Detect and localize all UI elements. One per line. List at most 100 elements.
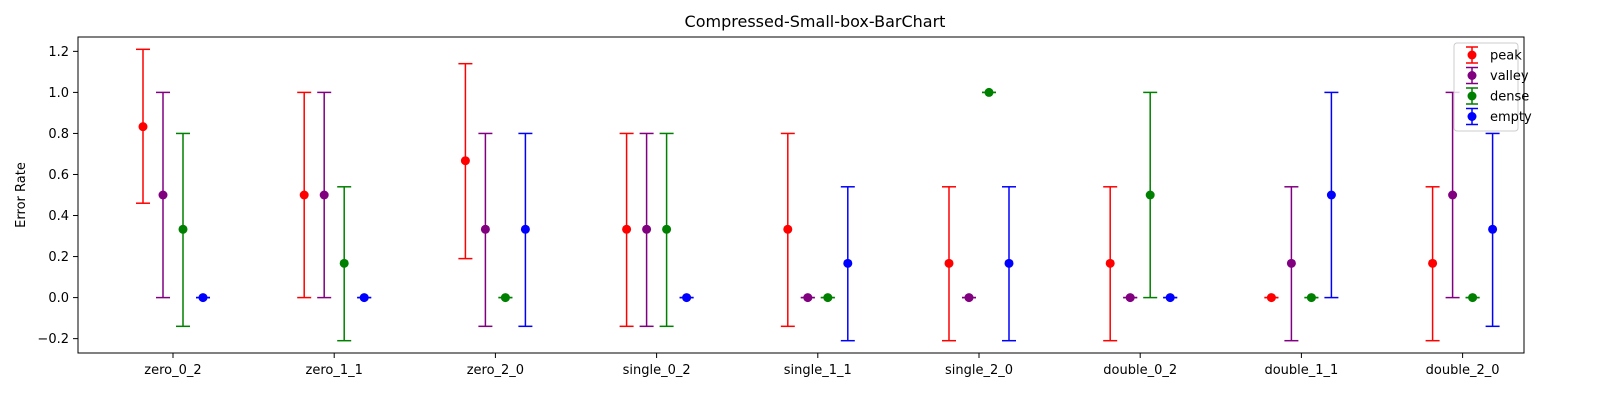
y-tick-label: 0.2 [48,250,69,265]
legend-marker-dot [1467,91,1477,101]
y-axis-label: Error Rate [14,162,29,228]
y-tick-label: 0.4 [48,209,69,224]
errorbar-valley [639,132,654,328]
data-point-valley [1125,293,1135,303]
errorbar-empty [1324,91,1339,299]
data-point-peak [1428,258,1438,268]
data-point-dense [500,293,510,303]
data-point-valley [319,190,329,200]
errorbar-dense [1143,91,1158,299]
data-point-valley [158,190,168,200]
errorbar-valley [317,91,332,299]
y-tick-label: 0.6 [48,168,69,183]
errorbar-valley [478,132,493,328]
y-tick-label: 1.2 [48,45,69,60]
data-point-empty [198,293,208,303]
legend-label-empty: empty [1490,110,1532,125]
errorbar-dense [176,132,190,328]
data-point-empty [843,258,853,268]
errorbar-dense [1465,293,1480,303]
data-point-peak [138,122,148,132]
errorbar-peak [1425,186,1440,342]
data-point-dense [339,258,349,268]
y-tick-label: 0.8 [48,127,69,142]
data-point-valley [480,224,490,234]
errorbar-peak [1103,186,1118,342]
x-tick-label: single_1_1 [784,363,852,378]
x-tick-label: single_2_0 [945,363,1013,378]
legend-marker-dot [1467,50,1477,60]
errorbar-peak [619,132,634,328]
legend-label-peak: peak [1490,49,1522,64]
chart-title: Compressed-Small-box-BarChart [685,12,946,31]
legend-marker-dot [1467,71,1477,80]
data-point-empty [682,293,692,303]
data-point-empty [520,224,530,234]
y-tick-label: −0.2 [37,332,69,347]
data-point-valley [1448,190,1458,200]
data-point-peak [299,190,309,200]
errorbar-valley [800,293,815,303]
data-point-empty [1004,258,1014,268]
y-tick-label: 0.0 [48,291,69,306]
data-point-valley [642,224,652,234]
data-point-peak [460,156,470,166]
x-tick-label: double_0_2 [1103,363,1177,378]
legend: peak valley dense empty [1453,42,1532,132]
errorbar-valley [1445,91,1460,299]
errorbar-empty [679,293,694,303]
errorbar-valley [1284,186,1299,342]
x-tick-label: double_2_0 [1426,363,1500,378]
errorbar-empty [518,132,533,328]
errorbar-peak [942,186,956,342]
legend-marker-dot [1467,112,1477,121]
errorbar-peak [1264,293,1279,303]
legend-label-dense: dense [1490,90,1529,105]
errorbar-empty [196,293,210,303]
errorbar-valley [156,91,170,299]
data-point-valley [964,293,974,303]
data-point-peak [1105,258,1115,268]
y-tick-label: 1.0 [48,86,69,101]
errorbar-dense [982,87,996,97]
x-tick-label: zero_0_2 [144,363,201,378]
data-point-dense [1145,190,1155,200]
data-point-empty [1165,293,1175,303]
legend-label-valley: valley [1490,69,1529,84]
data-point-peak [944,258,954,268]
data-point-dense [178,224,188,234]
errorbar-dense [498,293,513,303]
x-tick-label: zero_1_1 [306,363,363,378]
errorbar-empty [1485,132,1500,328]
plot-area: −0.2 0.0 0.2 0.4 0.6 0.8 1.0 1.2 zero_0_2 zero_1_… [37,45,1500,378]
errorbar-valley [1123,293,1138,303]
errorbar-peak [297,91,312,299]
data-point-peak [1266,293,1276,303]
errorbar-valley [962,293,976,303]
data-point-dense [1306,293,1316,303]
errorbar-empty [357,293,372,303]
data-point-empty [359,293,369,303]
errorbar-dense [1304,293,1319,303]
x-tick-label: double_1_1 [1264,363,1338,378]
data-point-valley [1286,258,1296,268]
x-tick-label: single_0_2 [623,363,691,378]
data-point-peak [622,224,632,234]
x-tick-label: zero_2_0 [467,363,524,378]
plot-frame [77,36,1525,354]
data-point-dense [1468,293,1478,303]
data-point-dense [984,87,994,97]
data-point-empty [1326,190,1336,200]
errorbar-empty [840,186,855,342]
errorbar-peak [458,62,473,260]
data-point-valley [803,293,813,303]
errorbar-peak [780,132,795,328]
data-point-empty [1488,224,1498,234]
data-point-dense [662,224,672,234]
errorbar-empty [1163,293,1178,303]
errorbar-dense [659,132,674,328]
errorbar-dense [337,186,352,342]
errorbar-peak [136,48,150,204]
